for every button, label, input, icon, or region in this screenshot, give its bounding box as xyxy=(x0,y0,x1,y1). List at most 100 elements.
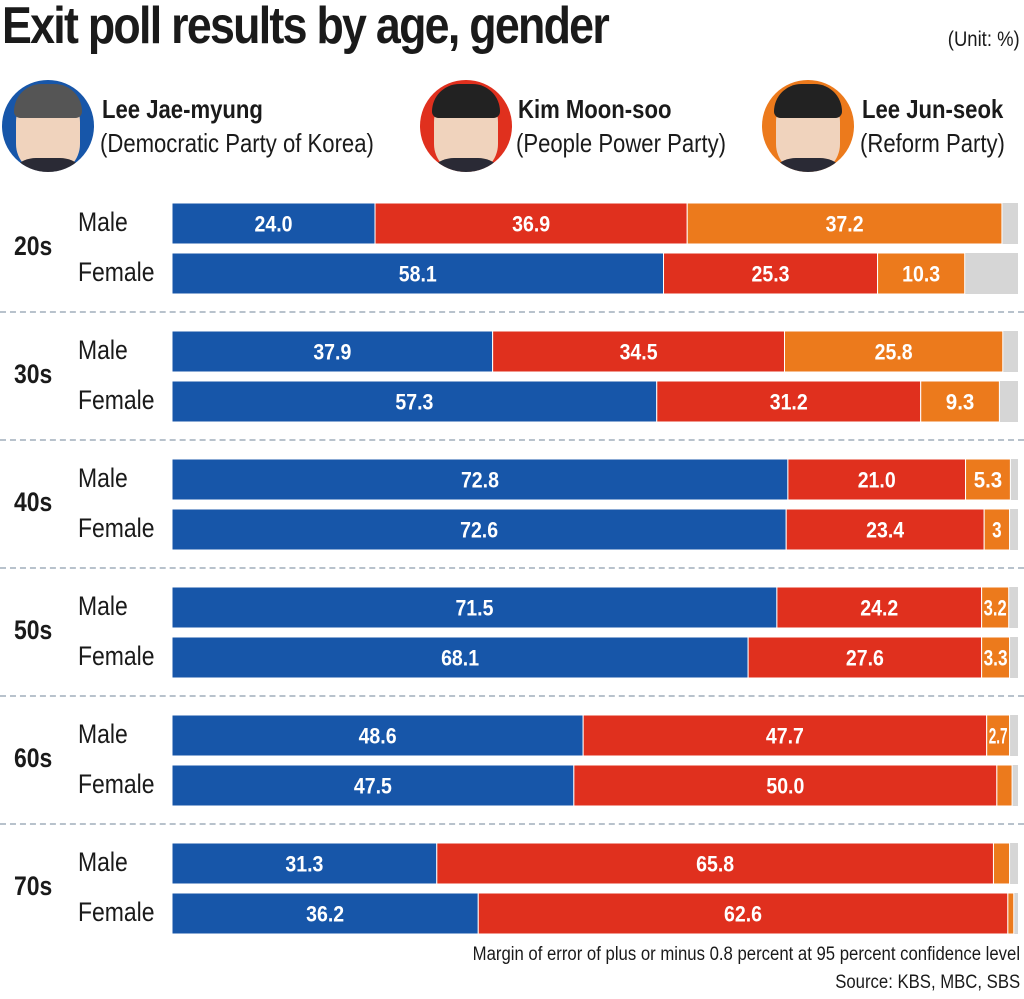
gender-label: Female xyxy=(78,385,155,415)
candidate-name: Kim Moon-soo xyxy=(518,94,672,124)
candidate-photo-icon xyxy=(762,80,854,172)
source-note: Source: KBS, MBC, SBS xyxy=(835,972,1020,993)
bar-segment-lee-jae-myung xyxy=(171,764,575,807)
data-label: 3.2 xyxy=(984,596,1007,621)
bar-segment-lee-jun-seok xyxy=(920,380,1000,423)
bar-segment-lee-jun-seok xyxy=(686,202,1003,245)
bar-segment-kim-moon-soo xyxy=(573,764,998,807)
bar-segment-lee-jun-seok xyxy=(965,458,1011,501)
margin-of-error-note: Margin of error of plus or minus 0.8 per… xyxy=(472,944,1020,965)
gender-label: Male xyxy=(78,719,128,749)
candidate-party: (Reform Party) xyxy=(860,128,1005,158)
data-label: 37.9 xyxy=(313,340,351,365)
bar-segment-lee-jun-seok xyxy=(983,508,1011,551)
legend-candidate-kim-moon-soo: Kim Moon-soo (People Power Party) xyxy=(418,80,758,176)
data-label: 34.5 xyxy=(620,340,658,365)
candidate-photo-icon xyxy=(420,80,512,172)
bar-segment-lee-jae-myung xyxy=(171,380,658,423)
data-label: 31.2 xyxy=(770,390,808,415)
gender-label: Female xyxy=(78,897,155,927)
data-label: 47.5 xyxy=(354,774,392,799)
bar-segment-kim-moon-soo xyxy=(663,252,879,295)
data-label: 71.5 xyxy=(455,596,493,621)
gender-label: Female xyxy=(78,769,155,799)
bar-segment-lee-jae-myung xyxy=(171,330,494,373)
data-label: 36.2 xyxy=(306,902,344,927)
bar-segment-lee-jae-myung xyxy=(171,586,778,629)
bar-segment-lee-jae-myung xyxy=(171,842,438,885)
age-group-label: 60s xyxy=(14,743,53,773)
data-label: 58.1 xyxy=(399,262,437,287)
data-label: 47.7 xyxy=(766,724,804,749)
bar-segment-kim-moon-soo xyxy=(787,458,967,501)
group-separator xyxy=(0,439,1024,441)
candidate-party: (People Power Party) xyxy=(516,128,727,158)
data-label: 62.6 xyxy=(724,902,762,927)
gender-label: Female xyxy=(78,641,155,671)
data-label: 50.0 xyxy=(766,774,804,799)
age-group-label: 40s xyxy=(14,487,53,517)
bar-segment-lee-jae-myung xyxy=(171,714,584,757)
bar-segment-lee-jun-seok xyxy=(996,764,1013,807)
legend-candidate-lee-jun-seok: Lee Jun-seok (Reform Party) xyxy=(762,80,1024,176)
bar-segment-lee-jun-seok xyxy=(986,714,1011,757)
data-label: 10.3 xyxy=(902,262,940,287)
bar-segment-lee-jun-seok xyxy=(992,842,1011,885)
bar-segment-kim-moon-soo xyxy=(477,892,1009,935)
age-group-label: 30s xyxy=(14,359,53,389)
data-label: 5.3 xyxy=(974,468,1003,493)
data-label: 68.1 xyxy=(441,646,479,671)
data-label: 65.8 xyxy=(696,852,734,877)
data-label: 3.3 xyxy=(984,646,1008,671)
age-group-label: 20s xyxy=(14,231,53,261)
data-label: 31.3 xyxy=(285,852,323,877)
bar-segment-kim-moon-soo xyxy=(785,508,985,551)
data-label: 21.0 xyxy=(858,468,896,493)
data-label: 2.7 xyxy=(989,724,1008,749)
gender-label: Male xyxy=(78,207,128,237)
data-label: 57.3 xyxy=(395,390,433,415)
data-label: 23.4 xyxy=(866,518,905,543)
gender-label: Female xyxy=(78,513,155,543)
bar-segment-kim-moon-soo xyxy=(582,714,988,757)
data-label: 9.3 xyxy=(946,390,975,415)
data-label: 27.6 xyxy=(846,646,884,671)
gender-label: Male xyxy=(78,463,128,493)
bar-segment-lee-jae-myung xyxy=(171,202,376,245)
bar-segment-kim-moon-soo xyxy=(492,330,786,373)
data-label: 36.9 xyxy=(512,212,550,237)
data-label: 72.6 xyxy=(460,518,498,543)
bar-segment-kim-moon-soo xyxy=(374,202,688,245)
candidate-party: (Democratic Party of Korea) xyxy=(100,128,374,158)
age-group-label: 70s xyxy=(14,871,53,901)
bar-segment-lee-jun-seok xyxy=(877,252,966,295)
group-separator xyxy=(0,311,1024,313)
group-separator xyxy=(0,823,1024,825)
gender-label: Female xyxy=(78,257,155,287)
data-label: 48.6 xyxy=(359,724,397,749)
candidate-photo-icon xyxy=(2,80,94,172)
bar-segment-kim-moon-soo xyxy=(776,586,983,629)
data-label: 3 xyxy=(992,518,1002,543)
gender-label: Male xyxy=(78,591,128,621)
candidate-name: Lee Jun-seok xyxy=(862,94,1004,124)
unit-label: (Unit: %) xyxy=(948,28,1020,51)
bar-segment-lee-jun-seok xyxy=(981,636,1011,679)
gender-label: Male xyxy=(78,847,128,877)
data-label: 72.8 xyxy=(461,468,499,493)
bar-segment-lee-jae-myung xyxy=(171,508,787,551)
legend-candidate-lee-jae-myung: Lee Jae-myung (Democratic Party of Korea… xyxy=(0,80,420,176)
data-label: 25.3 xyxy=(752,262,790,287)
group-separator xyxy=(0,695,1024,697)
bar-segment-lee-jae-myung xyxy=(171,252,665,295)
group-separator xyxy=(0,567,1024,569)
age-group-label: 50s xyxy=(14,615,53,645)
bar-segment-lee-jun-seok xyxy=(981,586,1010,629)
data-label: 24.0 xyxy=(255,212,293,237)
bar-segment-lee-jae-myung xyxy=(171,458,789,501)
candidate-name: Lee Jae-myung xyxy=(102,94,263,124)
bar-segment-kim-moon-soo xyxy=(436,842,994,885)
bar-segment-kim-moon-soo xyxy=(747,636,983,679)
gender-label: Male xyxy=(78,335,128,365)
